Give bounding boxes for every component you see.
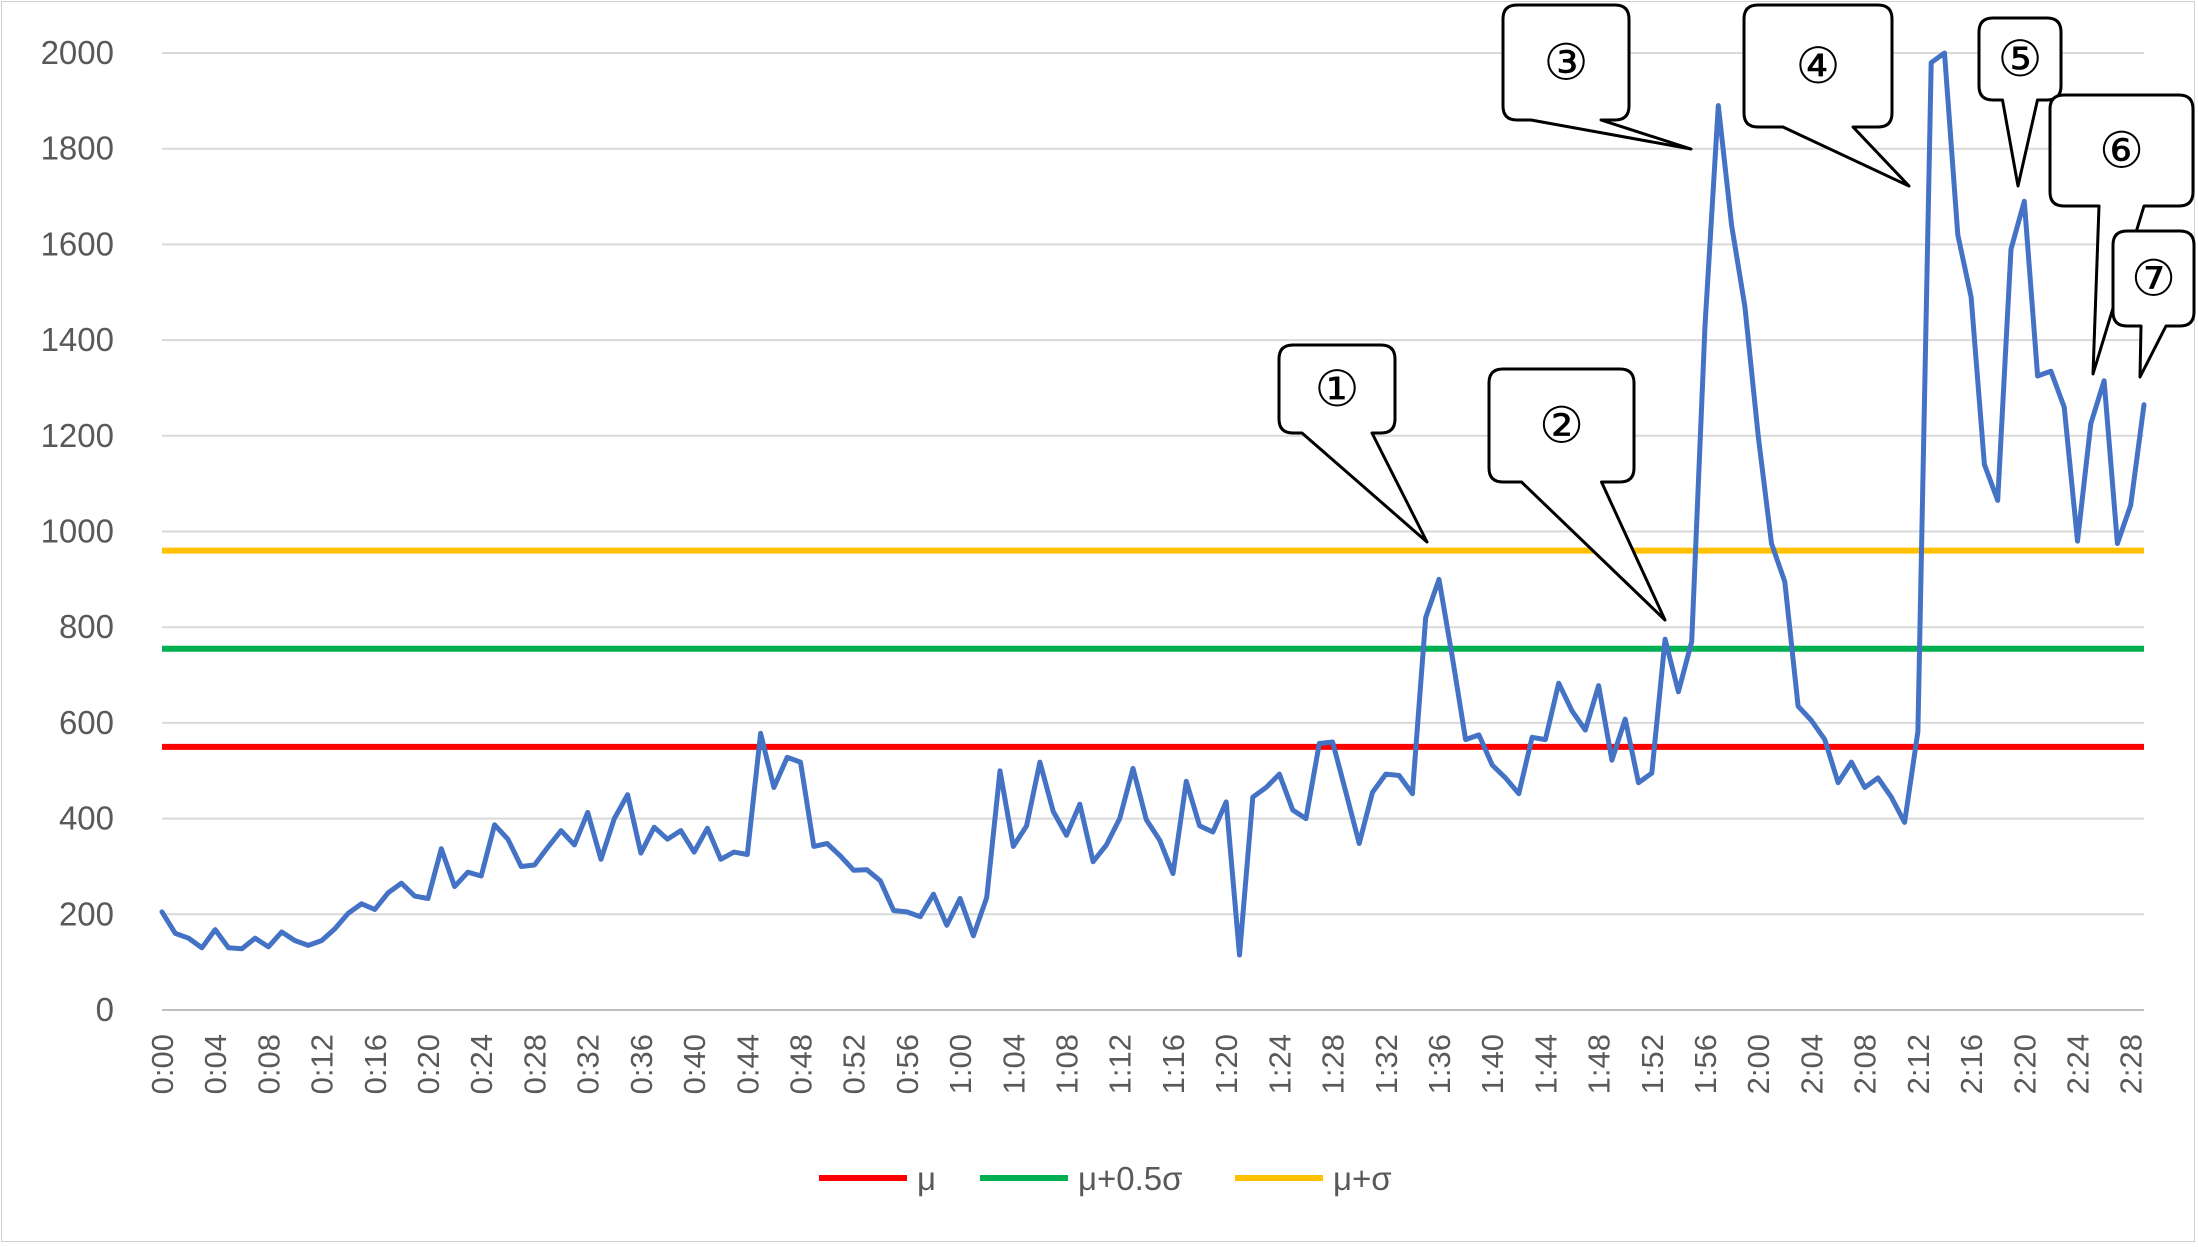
y-tick-label: 1000: [41, 513, 114, 550]
callout-label: ③: [1544, 34, 1589, 92]
y-tick-label: 1600: [41, 225, 114, 262]
legend: μ μ+0.5σ μ+σ: [819, 1160, 1392, 1197]
data-series-line: [159, 50, 2147, 958]
callout: ①: [1277, 343, 1429, 544]
x-tick-label: 0:28: [517, 1034, 552, 1094]
callout-label: ②: [1539, 397, 1584, 455]
x-tick-label: 1:48: [1582, 1034, 1617, 1094]
x-tick-label: 2:16: [1954, 1034, 1989, 1094]
reference-lines: [162, 547, 2144, 750]
series-layer: [159, 50, 2147, 958]
x-tick-label: 0:48: [783, 1034, 818, 1094]
x-tick-label: 0:12: [305, 1034, 340, 1094]
x-tick-label: 1:12: [1103, 1034, 1138, 1094]
x-tick-label: 1:40: [1475, 1034, 1510, 1094]
x-tick-label: 1:28: [1316, 1034, 1351, 1094]
callout-bubble: [2111, 229, 2196, 379]
callout: ②: [1487, 367, 1667, 622]
callout: ③: [1501, 3, 1693, 151]
x-tick-label: 1:16: [1156, 1034, 1191, 1094]
legend-label: μ+σ: [1333, 1160, 1392, 1197]
legend-item: μ: [819, 1160, 936, 1197]
legend-label: μ+0.5σ: [1078, 1160, 1183, 1197]
callout-bubble: [1501, 3, 1693, 151]
x-tick-label: 0:44: [730, 1034, 765, 1094]
x-tick-label: 0:04: [198, 1034, 233, 1094]
x-axis-ticks: 0:00 0:04 0:08 0:12 0:16 0:20 0:24 0:28 0:32 0:36…: [145, 1034, 2149, 1094]
x-tick-label: 1:32: [1369, 1034, 1404, 1094]
y-tick-label: 1200: [41, 417, 114, 454]
x-tick-label: 2:04: [1794, 1034, 1829, 1094]
callout-bubble: [1487, 367, 1667, 622]
legend-label: μ: [917, 1160, 936, 1197]
x-tick-label: 0:08: [251, 1034, 286, 1094]
y-tick-label: 800: [59, 608, 114, 645]
x-tick-label: 2:12: [1901, 1034, 1936, 1094]
callout-label: ⑤: [1998, 30, 2043, 88]
y-tick-label: 200: [59, 895, 114, 932]
callout-bubble: [1977, 16, 2063, 188]
callout-bubble: [1742, 3, 1911, 188]
legend-item: μ+0.5σ: [980, 1160, 1183, 1197]
x-tick-label: 0:32: [571, 1034, 606, 1094]
x-tick-label: 2:28: [2114, 1034, 2149, 1094]
x-tick-label: 1:36: [1422, 1034, 1457, 1094]
x-tick-label: 1:00: [943, 1034, 978, 1094]
x-tick-label: 1:52: [1635, 1034, 1670, 1094]
callouts: ① ② ③ ④ ⑤⑥ ⑦: [1277, 3, 2196, 622]
x-tick-label: 0:56: [890, 1034, 925, 1094]
callout: ⑦: [2111, 229, 2196, 379]
x-tick-label: 1:20: [1209, 1034, 1244, 1094]
callout: ④: [1742, 3, 1911, 188]
x-tick-label: 1:24: [1262, 1034, 1297, 1094]
x-tick-label: 1:08: [1050, 1034, 1085, 1094]
x-tick-label: 0:24: [464, 1034, 499, 1094]
y-tick-label: 2000: [41, 34, 114, 71]
y-tick-label: 400: [59, 800, 114, 837]
y-tick-label: 1400: [41, 321, 114, 358]
y-tick-label: 600: [59, 704, 114, 741]
gridlines: [162, 52, 2144, 1011]
x-tick-label: 0:40: [677, 1034, 712, 1094]
x-tick-label: 2:20: [2007, 1034, 2042, 1094]
x-tick-label: 0:20: [411, 1034, 446, 1094]
callout: ⑤: [1977, 16, 2063, 188]
callout-bubble: [1277, 343, 1429, 544]
y-axis-ticks: 0 200 400 600 800 1000 1200 1400 1600 1800 2000: [41, 34, 114, 1028]
x-tick-label: 0:16: [358, 1034, 393, 1094]
x-tick-label: 0:00: [145, 1034, 180, 1094]
y-tick-label: 0: [96, 991, 114, 1028]
x-tick-label: 2:08: [1848, 1034, 1883, 1094]
callout-label: ⑥: [2099, 122, 2144, 180]
x-tick-label: 2:00: [1741, 1034, 1776, 1094]
callout-label: ①: [1315, 360, 1360, 418]
x-tick-label: 0:52: [837, 1034, 872, 1094]
callout-label: ④: [1796, 37, 1841, 95]
y-tick-label: 1800: [41, 130, 114, 167]
x-tick-label: 0:36: [624, 1034, 659, 1094]
callout-label: ⑦: [2131, 250, 2176, 308]
x-tick-label: 2:24: [2060, 1034, 2095, 1094]
x-tick-label: 1:56: [1688, 1034, 1723, 1094]
x-tick-label: 1:44: [1528, 1034, 1563, 1094]
x-tick-label: 1:04: [996, 1034, 1031, 1094]
legend-item: μ+σ: [1235, 1160, 1392, 1197]
